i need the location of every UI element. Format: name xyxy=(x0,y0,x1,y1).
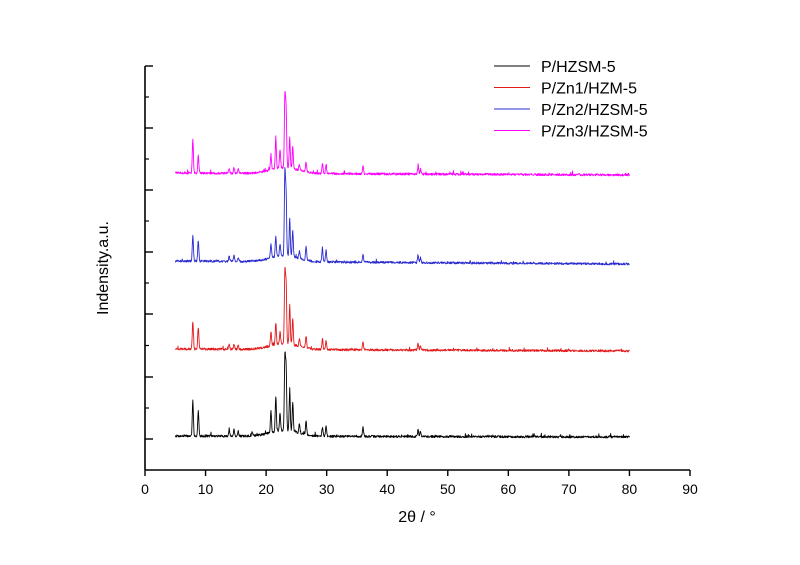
x-tick-label: 50 xyxy=(440,481,456,497)
x-axis-title: 2θ / ° xyxy=(398,509,436,526)
axes: 0 10 20 30 40 50 60 70 80 90 xyxy=(141,65,698,497)
x-tick-label: 40 xyxy=(379,481,395,497)
x-ticks: 0 10 20 30 40 50 60 70 80 90 xyxy=(141,470,698,497)
x-tick-label: 0 xyxy=(141,481,149,497)
x-tick-label: 30 xyxy=(319,481,335,497)
legend-label: P/Zn1/HZM-5 xyxy=(541,81,637,98)
series-lines xyxy=(174,91,630,439)
x-tick-label: 60 xyxy=(501,481,517,497)
y-axis-title: Indensity.a.u. xyxy=(95,221,112,315)
x-tick-label: 10 xyxy=(198,481,214,497)
legend-label: P/Zn3/HZSM-5 xyxy=(541,124,648,141)
x-tick-label: 80 xyxy=(622,481,638,497)
y-ticks xyxy=(145,65,153,440)
legend-label: P/HZSM-5 xyxy=(541,59,616,76)
series-line xyxy=(174,351,630,439)
series-line xyxy=(175,267,630,353)
x-tick-label: 20 xyxy=(258,481,274,497)
x-tick-label: 70 xyxy=(561,481,577,497)
legend: P/HZSM-5 P/Zn1/HZM-5 P/Zn2/HZSM-5 P/Zn3/HZS… xyxy=(494,59,648,141)
x-tick-label: 90 xyxy=(682,481,698,497)
series-line xyxy=(174,166,630,266)
legend-label: P/Zn2/HZSM-5 xyxy=(541,102,648,119)
series-line xyxy=(174,91,630,177)
